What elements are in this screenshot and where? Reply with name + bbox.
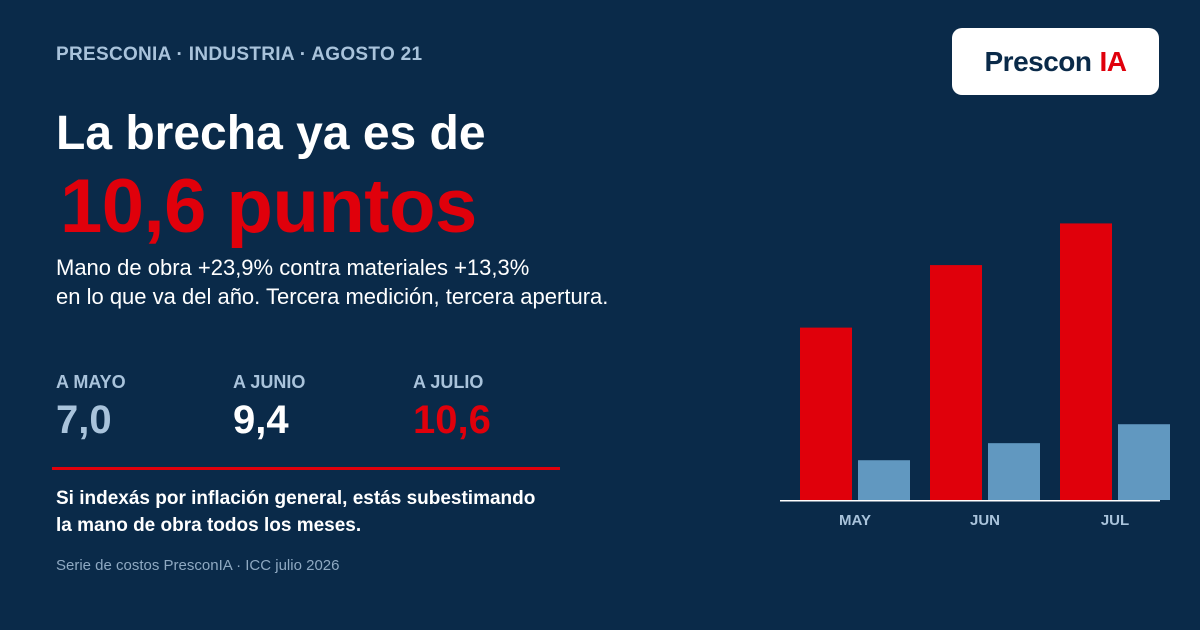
big-number: 10,6 puntos bbox=[60, 164, 477, 249]
stat-value: 10,6 bbox=[413, 398, 491, 442]
subtitle: Mano de obra +23,9% contra materiales +1… bbox=[56, 253, 608, 311]
stat-label: A MAYO bbox=[56, 372, 126, 392]
bar-jun-materiales bbox=[988, 443, 1040, 500]
bar-may-materiales bbox=[858, 460, 910, 500]
bar-chart: MAY JUN JUL bbox=[780, 223, 1170, 529]
subtitle-line-1: Mano de obra +23,9% contra materiales +1… bbox=[56, 255, 530, 280]
x-tick-label: JUL bbox=[1101, 512, 1129, 529]
stat-julio: A JULIO 10,6 bbox=[413, 372, 491, 443]
logo-ia: IA bbox=[1099, 45, 1128, 77]
x-tick-label: MAY bbox=[839, 512, 871, 529]
stat-mayo: A MAYO 7,0 bbox=[56, 372, 126, 443]
divider bbox=[52, 467, 560, 470]
kicker: PRESCONIA · INDUSTRIA · AGOSTO 21 bbox=[56, 44, 423, 65]
stat-junio: A JUNIO 9,4 bbox=[233, 372, 305, 443]
logo-brand: Prescon bbox=[984, 45, 1093, 77]
note-line-1: Si indexás por inflación general, estás … bbox=[56, 488, 536, 509]
stat-label: A JULIO bbox=[413, 372, 484, 392]
bar-jun-mano-de-obra bbox=[930, 265, 982, 500]
bar-may-mano-de-obra bbox=[800, 327, 852, 500]
x-tick-label: JUN bbox=[970, 512, 1000, 529]
bar-jul-materiales bbox=[1118, 424, 1170, 500]
stat-value: 9,4 bbox=[233, 398, 289, 442]
headline: La brecha ya es de bbox=[56, 107, 486, 160]
subtitle-line-2: en lo que va del año. Tercera medición, … bbox=[56, 284, 609, 309]
stat-label: A JUNIO bbox=[233, 372, 306, 392]
note-line-2: la mano de obra todos los meses. bbox=[56, 515, 362, 536]
source: Serie de costos PresconIA · ICC julio 20… bbox=[56, 557, 340, 574]
bar-jul-mano-de-obra bbox=[1060, 223, 1112, 501]
stat-value: 7,0 bbox=[56, 398, 112, 442]
presconia-logo: Prescon IA bbox=[952, 28, 1159, 95]
note: Si indexás por inflación general, estás … bbox=[56, 485, 535, 539]
